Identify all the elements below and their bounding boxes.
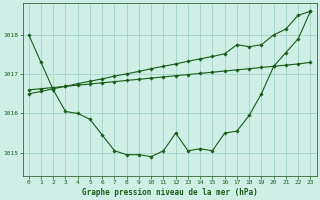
X-axis label: Graphe pression niveau de la mer (hPa): Graphe pression niveau de la mer (hPa) <box>82 188 258 197</box>
